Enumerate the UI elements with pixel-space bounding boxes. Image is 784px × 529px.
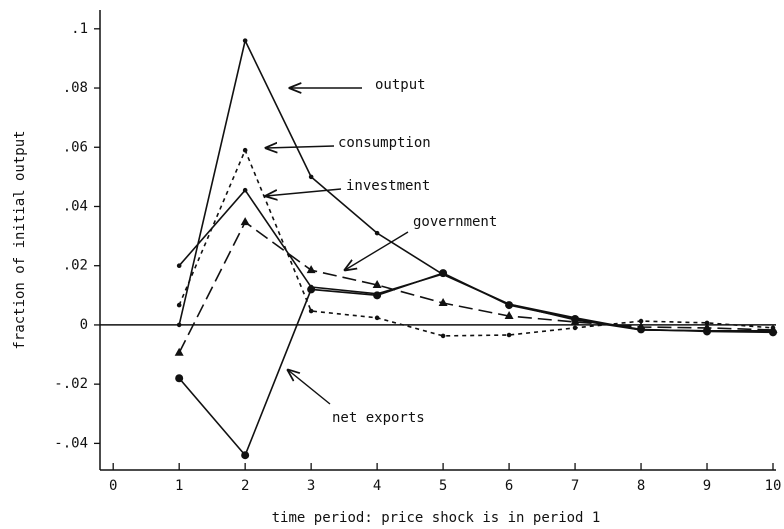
marker [374, 230, 380, 236]
annotation-label: government [413, 214, 497, 230]
marker [439, 269, 448, 278]
x-tick-label: 3 [307, 478, 315, 494]
marker [440, 333, 446, 339]
marker [176, 302, 182, 308]
annotation-arrow [288, 370, 331, 405]
x-tick-label: 6 [505, 478, 513, 494]
x-tick-label: 1 [175, 478, 183, 494]
y-tick-label: -.02 [54, 376, 88, 392]
marker [438, 298, 448, 307]
marker [242, 147, 248, 153]
marker [373, 291, 382, 300]
x-tick-label: 7 [571, 478, 579, 494]
annotation-arrow [266, 188, 342, 196]
series-line [178, 188, 774, 333]
x-tick-label: 2 [241, 478, 249, 494]
annotation-label: investment [346, 178, 430, 194]
marker [374, 315, 380, 321]
marker [175, 374, 184, 383]
x-tick-label: 0 [109, 478, 117, 494]
annotation-arrow [266, 146, 335, 148]
annotation-label: consumption [338, 135, 431, 151]
marker [174, 347, 184, 356]
x-tick-label: 5 [439, 478, 447, 494]
x-tick-label: 10 [765, 478, 782, 494]
marker [307, 285, 316, 294]
y-axis-label: fraction of initial output [12, 130, 28, 349]
marker [308, 308, 314, 314]
y-tick-label: .08 [63, 80, 88, 96]
y-tick-label: .06 [63, 139, 88, 155]
marker [240, 217, 250, 226]
marker [571, 315, 580, 324]
marker [704, 320, 710, 326]
y-tick-label: -.04 [54, 435, 88, 451]
marker [572, 325, 578, 331]
x-tick-label: 9 [703, 478, 711, 494]
x-tick-label: 8 [637, 478, 645, 494]
marker [769, 328, 777, 337]
marker [703, 327, 712, 336]
marker [308, 174, 314, 180]
marker [306, 265, 316, 274]
y-tick-label: .1 [71, 21, 88, 37]
marker [241, 451, 250, 460]
y-tick-label: 0 [80, 317, 88, 333]
series-line [178, 38, 773, 332]
marker [506, 332, 512, 338]
marker [176, 263, 182, 269]
annotation-label: net exports [332, 410, 425, 426]
series-line [178, 272, 774, 457]
series-line [178, 220, 774, 354]
marker [242, 38, 248, 43]
marker [638, 318, 644, 324]
marker [242, 187, 248, 193]
series-line [178, 148, 774, 337]
x-axis-label: time period: price shock is in period 1 [272, 510, 601, 526]
x-tick-label: 4 [373, 478, 381, 494]
marker [637, 325, 646, 334]
marker [176, 322, 182, 328]
annotation-arrow [345, 231, 409, 270]
y-tick-label: .04 [63, 198, 88, 214]
marker [505, 301, 514, 310]
marker [372, 279, 382, 288]
y-tick-label: .02 [63, 258, 88, 274]
annotation-label: output [375, 77, 426, 93]
marker [504, 311, 514, 320]
